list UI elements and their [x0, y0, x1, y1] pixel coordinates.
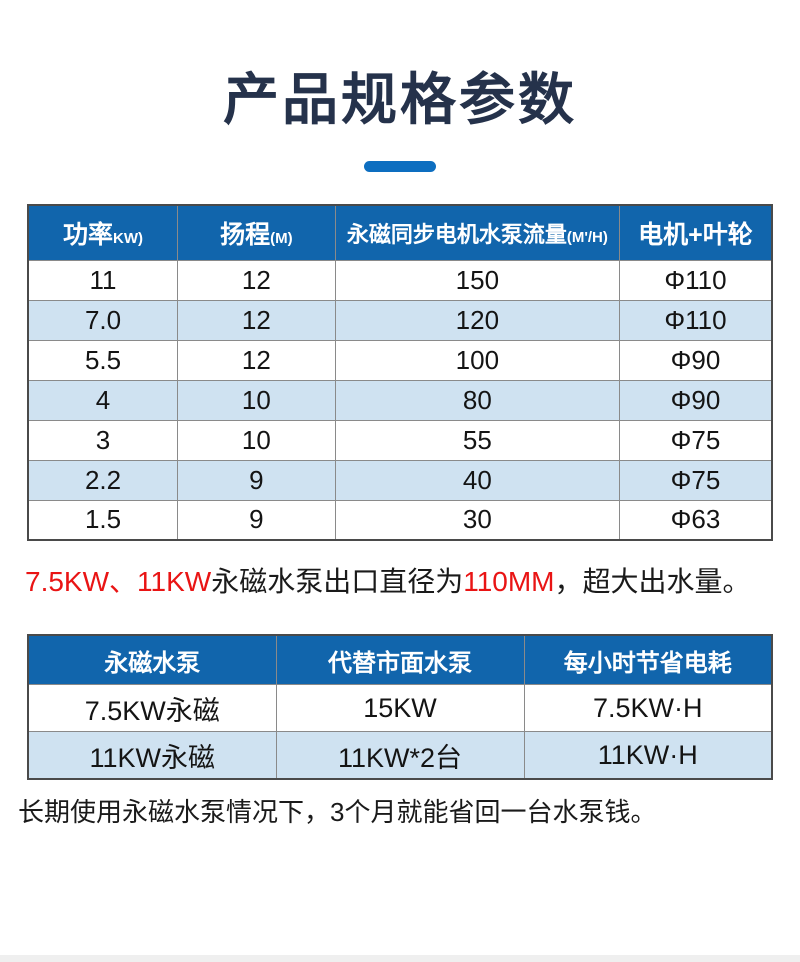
cell-head: 9 [177, 499, 336, 541]
page-title: 产品规格参数 [223, 68, 577, 131]
cell-flow: 120 [334, 299, 620, 341]
cell-impeller: Φ110 [618, 259, 773, 301]
table-row: 3 10 55 Φ75 [27, 419, 773, 461]
table-row: 5.5 12 100 Φ90 [27, 339, 773, 381]
spec-header-head-unit: (M) [270, 229, 293, 247]
cell-pump: 11KW永磁 [27, 731, 277, 780]
cell-impeller: Φ90 [618, 339, 773, 381]
cell-impeller: Φ63 [618, 499, 773, 541]
cell-head: 9 [177, 459, 336, 501]
table-row: 11KW永磁 11KW*2台 11KW·H [27, 731, 773, 780]
outlet-diameter-note: 7.5KW、11KW永磁水泵出口直径为110MM，超大出水量。 [0, 563, 800, 601]
cell-power: 1.5 [27, 499, 179, 541]
savings-header-pump: 永磁水泵 [27, 634, 277, 686]
cell-power: 11 [27, 259, 179, 301]
cell-flow: 30 [334, 499, 620, 541]
cell-impeller: Φ75 [618, 459, 773, 501]
spec-table: 功率KW) 扬程(M) 永磁同步电机水泵流量(M'/H) 电机+叶轮 11 12… [27, 204, 773, 541]
table-row: 2.2 9 40 Φ75 [27, 459, 773, 501]
product-spec-section: 产品规格参数 功率KW) 扬程(M) 永磁同步电机水泵流量(M'/H) 电机+叶… [0, 58, 800, 962]
savings-header-replaces: 代替市面水泵 [275, 634, 525, 686]
cell-power: 2.2 [27, 459, 179, 501]
spec-header-flow-unit: (M'/H) [566, 228, 608, 246]
cell-head: 12 [177, 299, 336, 341]
long-term-savings-note: 长期使用永磁水泵情况下，3个月就能省回一台水泵钱。 [18, 796, 657, 827]
cell-head: 10 [177, 379, 336, 421]
spec-header-flow-label: 永磁同步电机水泵流量 [346, 221, 567, 247]
table-row: 1.5 9 30 Φ63 [27, 499, 773, 541]
table-row: 7.5KW永磁 15KW 7.5KW·H [27, 684, 773, 733]
cell-flow: 100 [334, 339, 620, 381]
table-row: 11 12 150 Φ110 [27, 259, 773, 301]
spec-header-head: 扬程(M) [177, 204, 336, 261]
cell-impeller: Φ75 [618, 419, 773, 461]
table-row: 4 10 80 Φ90 [27, 379, 773, 421]
savings-table: 永磁水泵 代替市面水泵 每小时节省电耗 7.5KW永磁 15KW 7.5KW·H… [27, 633, 773, 780]
cell-power: 3 [27, 419, 179, 461]
cell-pump: 7.5KW永磁 [27, 684, 277, 733]
cell-flow: 40 [334, 459, 620, 501]
spec-table-header-row: 功率KW) 扬程(M) 永磁同步电机水泵流量(M'/H) 电机+叶轮 [27, 204, 773, 261]
spec-header-power: 功率KW) [27, 204, 179, 261]
table-row: 7.0 12 120 Φ110 [27, 299, 773, 341]
note-text: ，超大出水量。 [554, 566, 751, 597]
cell-flow: 150 [334, 259, 620, 301]
cell-power: 4 [27, 379, 179, 421]
note-text: 永磁水泵出口直径为 [211, 566, 464, 597]
cell-energy: 7.5KW·H [523, 684, 773, 733]
cell-replaces: 15KW [275, 684, 525, 733]
cell-power: 5.5 [27, 339, 179, 381]
spec-header-head-label: 扬程 [220, 220, 271, 249]
spec-header-flow: 永磁同步电机水泵流量(M'/H) [334, 204, 620, 261]
cell-replaces: 11KW*2台 [275, 731, 525, 780]
cell-energy: 11KW·H [523, 731, 773, 780]
cell-impeller: Φ110 [618, 299, 773, 341]
bottom-divider [0, 955, 800, 962]
cell-flow: 55 [334, 419, 620, 461]
cell-flow: 80 [334, 379, 620, 421]
spec-header-power-label: 功率 [63, 220, 114, 249]
cell-head: 10 [177, 419, 336, 461]
cell-head: 12 [177, 259, 336, 301]
savings-table-header-row: 永磁水泵 代替市面水泵 每小时节省电耗 [27, 634, 773, 686]
cell-power: 7.0 [27, 299, 179, 341]
cell-impeller: Φ90 [618, 379, 773, 421]
spec-header-power-unit: KW) [113, 229, 144, 247]
spec-header-motor-impeller-label: 电机+叶轮 [638, 220, 753, 249]
cell-head: 12 [177, 339, 336, 381]
note-highlight-diameter: 110MM [463, 566, 555, 597]
spec-header-motor-impeller: 电机+叶轮 [618, 204, 773, 261]
savings-header-energy: 每小时节省电耗 [523, 634, 773, 686]
title-underline-bar [364, 161, 436, 172]
note-highlight-models: 7.5KW、11KW [25, 566, 212, 597]
